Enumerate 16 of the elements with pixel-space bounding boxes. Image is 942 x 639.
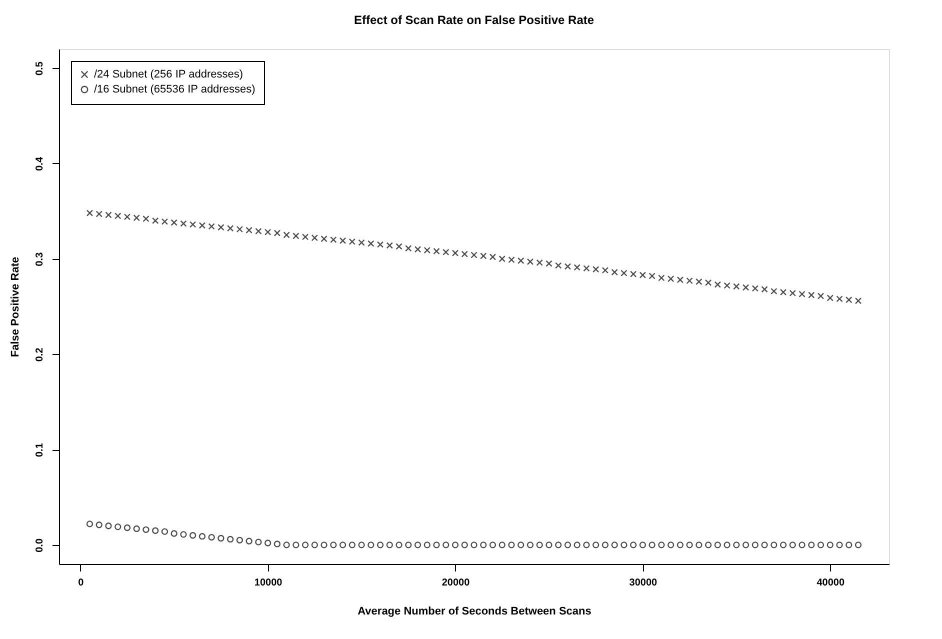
legend-label: /24 Subnet (256 IP addresses) (94, 68, 244, 80)
x-axis-title: Average Number of Seconds Between Scans (358, 606, 592, 618)
legend-label: /16 Subnet (65536 IP addresses) (94, 84, 256, 96)
y-tick-label: 0.4 (34, 156, 46, 171)
x-tick-label: 30000 (629, 578, 658, 588)
x-tick-label: 20000 (442, 578, 470, 588)
y-tick-label: 0.5 (34, 61, 46, 76)
x-tick-label: 40000 (816, 578, 845, 588)
y-tick-label: 0.3 (34, 252, 46, 266)
x-tick-label: 0 (78, 578, 84, 588)
y-tick-label: 0.1 (34, 442, 46, 458)
y-tick-label: 0.2 (34, 347, 46, 362)
y-tick-label: 0.0 (34, 538, 46, 552)
x-tick-label: 10000 (254, 578, 283, 588)
chart-title: Effect of Scan Rate on False Positive Rate (354, 13, 594, 27)
y-axis-title: False Positive Rate (10, 256, 22, 358)
